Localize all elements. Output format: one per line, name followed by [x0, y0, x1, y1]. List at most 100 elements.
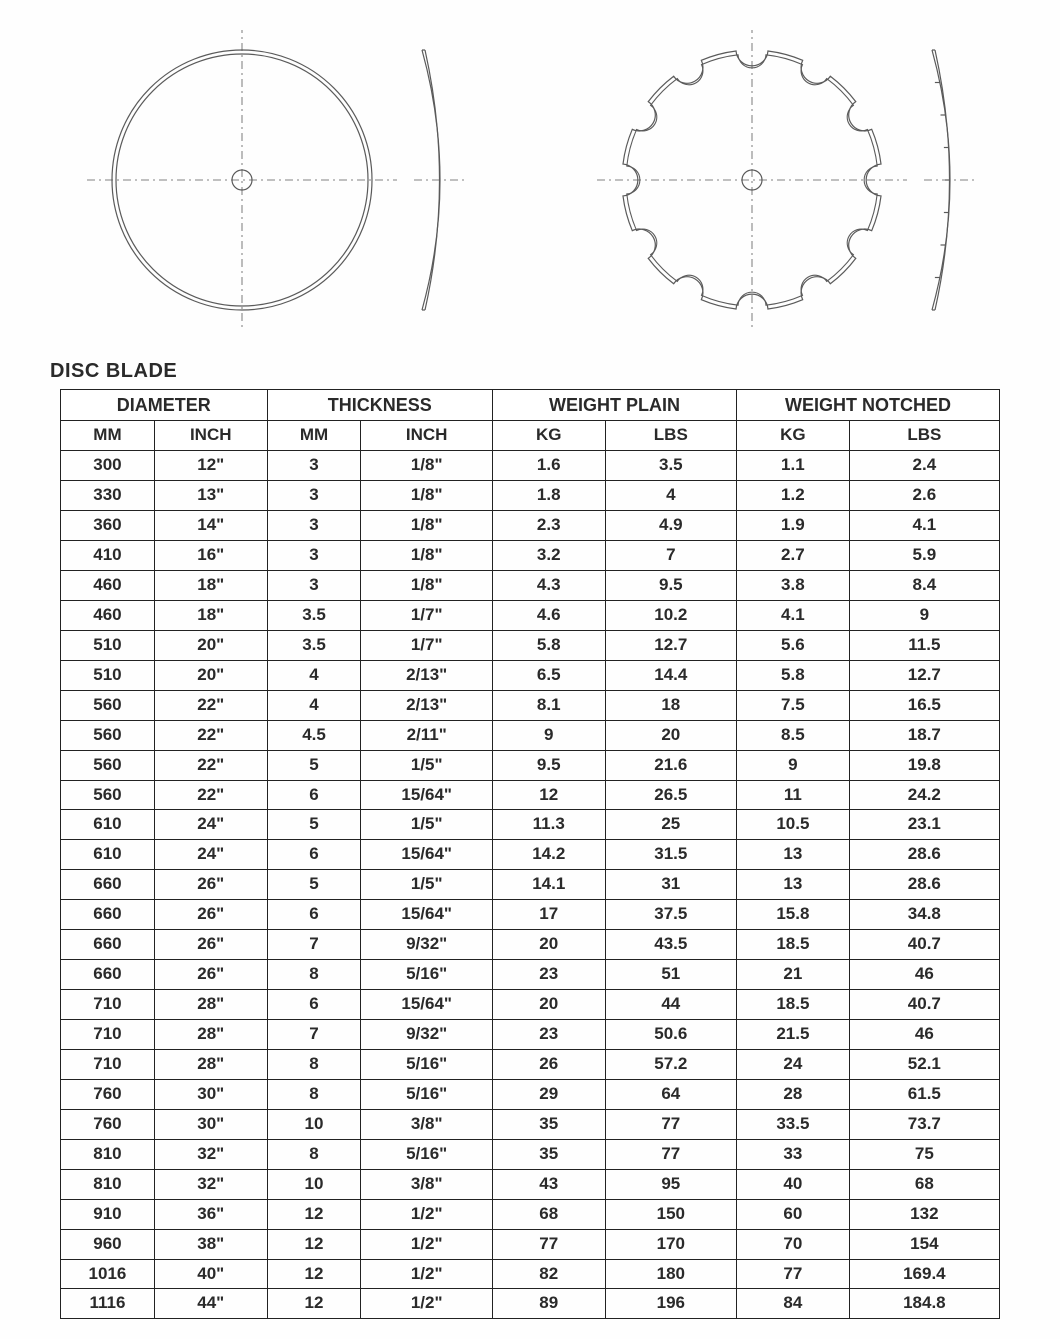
disc-blade-table: DIAMETERTHICKNESSWEIGHT PLAINWEIGHT NOTC…	[60, 389, 1000, 1319]
table-cell: 7	[605, 541, 736, 571]
plain-disc-side-icon	[412, 40, 468, 320]
table-cell: 11.3	[492, 810, 605, 840]
table-cell: 73.7	[849, 1109, 999, 1139]
table-cell: 10.2	[605, 600, 736, 630]
table-cell: 20	[492, 930, 605, 960]
table-cell: 13	[737, 870, 850, 900]
table-cell: 28"	[154, 1020, 267, 1050]
table-row: 41016"31/8"3.272.75.9	[61, 541, 1000, 571]
table-cell: 24"	[154, 840, 267, 870]
sub-header: LBS	[605, 421, 736, 451]
table-cell: 5.8	[492, 630, 605, 660]
table-cell: 15.8	[737, 900, 850, 930]
table-cell: 1/2"	[361, 1229, 492, 1259]
table-cell: 300	[61, 451, 155, 481]
table-row: 56022"4.52/11"9208.518.7	[61, 720, 1000, 750]
sub-header: MM	[267, 421, 361, 451]
table-cell: 51	[605, 960, 736, 990]
table-cell: 16.5	[849, 690, 999, 720]
table-cell: 710	[61, 990, 155, 1020]
table-cell: 3/8"	[361, 1169, 492, 1199]
table-row: 91036"121/2"6815060132	[61, 1199, 1000, 1229]
table-cell: 410	[61, 541, 155, 571]
table-cell: 170	[605, 1229, 736, 1259]
table-cell: 184.8	[849, 1289, 999, 1319]
table-cell: 5/16"	[361, 1079, 492, 1109]
table-row: 111644"121/2"8919684184.8	[61, 1289, 1000, 1319]
table-cell: 9.5	[492, 750, 605, 780]
notched-disc-front-icon	[592, 30, 912, 330]
table-cell: 10.5	[737, 810, 850, 840]
table-cell: 1/5"	[361, 810, 492, 840]
table-cell: 43	[492, 1169, 605, 1199]
table-cell: 610	[61, 840, 155, 870]
table-row: 96038"121/2"7717070154	[61, 1229, 1000, 1259]
table-cell: 15/64"	[361, 840, 492, 870]
table-cell: 1/5"	[361, 870, 492, 900]
table-cell: 9/32"	[361, 1020, 492, 1050]
table-cell: 15/64"	[361, 780, 492, 810]
table-cell: 14.4	[605, 660, 736, 690]
table-cell: 8	[267, 1079, 361, 1109]
table-cell: 8	[267, 960, 361, 990]
table-cell: 25	[605, 810, 736, 840]
table-cell: 760	[61, 1109, 155, 1139]
table-cell: 5	[267, 870, 361, 900]
table-cell: 510	[61, 660, 155, 690]
table-cell: 26"	[154, 870, 267, 900]
table-cell: 18	[605, 690, 736, 720]
table-cell: 660	[61, 900, 155, 930]
table-cell: 36"	[154, 1199, 267, 1229]
table-cell: 70	[737, 1229, 850, 1259]
table-cell: 28"	[154, 990, 267, 1020]
table-cell: 33	[737, 1139, 850, 1169]
table-row: 76030"103/8"357733.573.7	[61, 1109, 1000, 1139]
table-cell: 17	[492, 900, 605, 930]
table-cell: 24	[737, 1049, 850, 1079]
table-cell: 31	[605, 870, 736, 900]
table-cell: 180	[605, 1259, 736, 1289]
table-cell: 760	[61, 1079, 155, 1109]
table-cell: 1.9	[737, 511, 850, 541]
table-cell: 2.4	[849, 451, 999, 481]
table-cell: 3.5	[605, 451, 736, 481]
table-cell: 44	[605, 990, 736, 1020]
table-cell: 1.8	[492, 481, 605, 511]
table-cell: 1/2"	[361, 1289, 492, 1319]
table-cell: 3	[267, 541, 361, 571]
table-cell: 38"	[154, 1229, 267, 1259]
table-cell: 75	[849, 1139, 999, 1169]
table-cell: 21.6	[605, 750, 736, 780]
table-cell: 18.7	[849, 720, 999, 750]
table-cell: 13"	[154, 481, 267, 511]
table-cell: 3	[267, 570, 361, 600]
table-cell: 33.5	[737, 1109, 850, 1139]
table-cell: 10	[267, 1109, 361, 1139]
table-cell: 20"	[154, 630, 267, 660]
table-cell: 560	[61, 690, 155, 720]
table-cell: 14.2	[492, 840, 605, 870]
table-cell: 68	[849, 1169, 999, 1199]
table-cell: 40.7	[849, 990, 999, 1020]
table-cell: 46	[849, 960, 999, 990]
table-cell: 18.5	[737, 930, 850, 960]
table-cell: 1/8"	[361, 541, 492, 571]
table-cell: 1/2"	[361, 1199, 492, 1229]
table-cell: 60	[737, 1199, 850, 1229]
table-cell: 32"	[154, 1139, 267, 1169]
table-cell: 8.5	[737, 720, 850, 750]
table-cell: 9	[849, 600, 999, 630]
table-row: 30012"31/8"1.63.51.12.4	[61, 451, 1000, 481]
table-cell: 1.2	[737, 481, 850, 511]
table-cell: 169.4	[849, 1259, 999, 1289]
table-cell: 16"	[154, 541, 267, 571]
table-cell: 150	[605, 1199, 736, 1229]
table-cell: 710	[61, 1049, 155, 1079]
table-cell: 960	[61, 1229, 155, 1259]
table-cell: 23	[492, 960, 605, 990]
table-row: 51020"3.51/7"5.812.75.611.5	[61, 630, 1000, 660]
plain-disc-front-icon	[82, 30, 402, 330]
table-cell: 12	[267, 1199, 361, 1229]
table-cell: 810	[61, 1169, 155, 1199]
table-cell: 12	[267, 1259, 361, 1289]
